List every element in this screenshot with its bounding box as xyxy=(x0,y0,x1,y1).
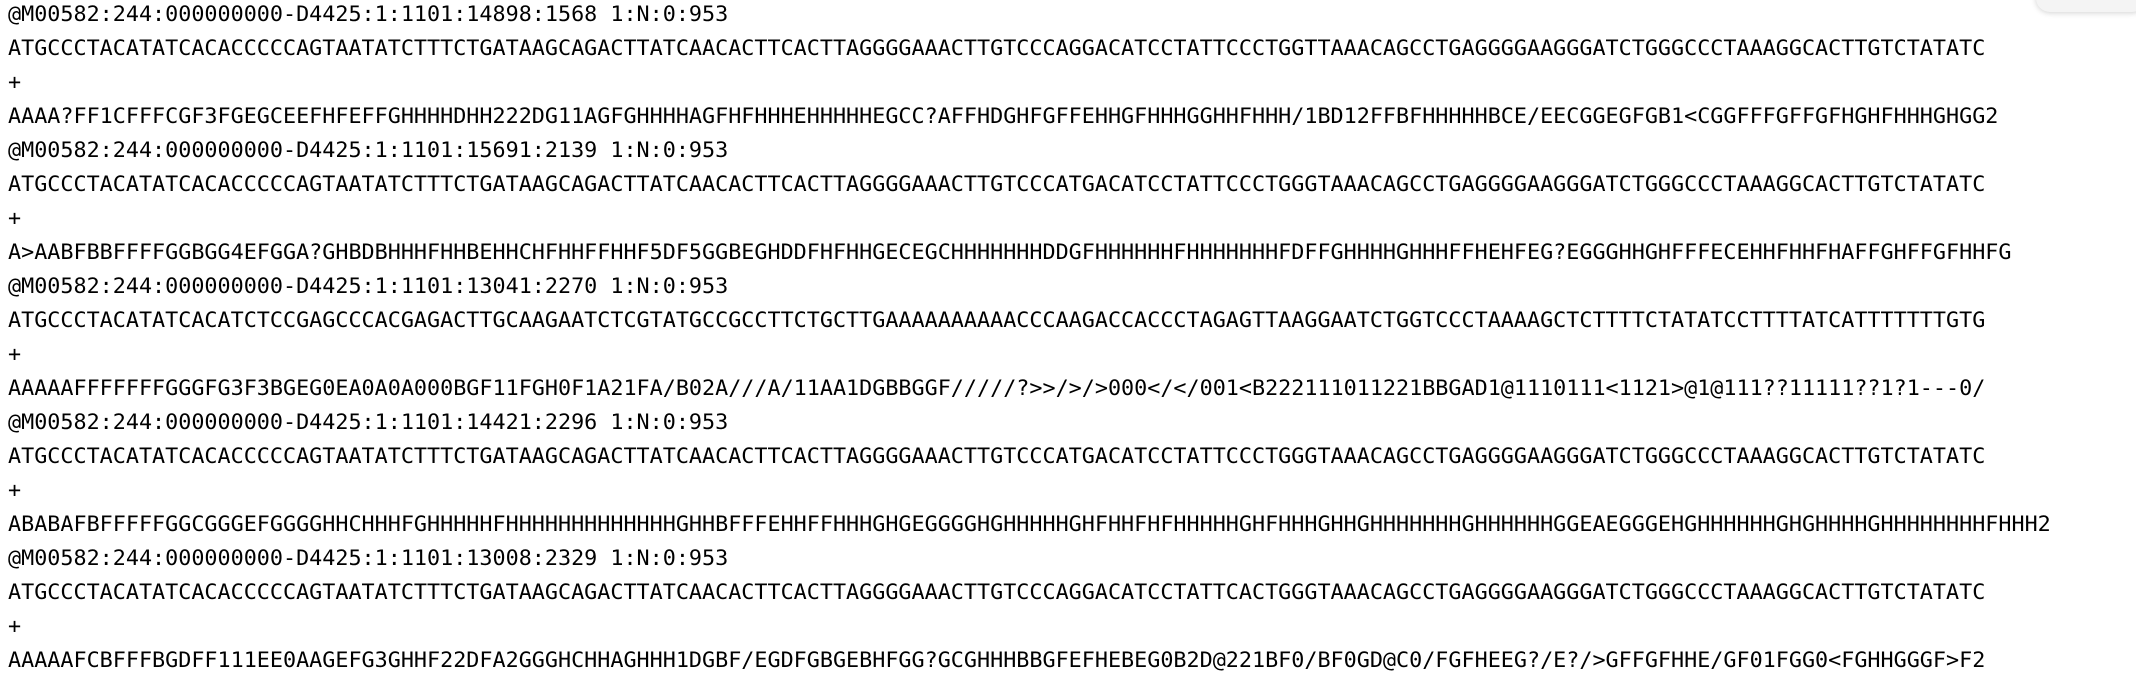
separator-line: + xyxy=(8,206,22,231)
quality-line: AAAAAFCBFFFBGDFF111EE0AAGEFG3GHHF22DFA2G… xyxy=(8,648,1986,673)
sequence-line: ATGCCCTACATATCACACCCCCAGTAATATCTTTCTGATA… xyxy=(8,580,1986,605)
read-header-line: @M00582:244:000000000-D4425:1:1101:13008… xyxy=(8,546,729,571)
read-header-line: @M00582:244:000000000-D4425:1:1101:13041… xyxy=(8,274,729,299)
sequence-line: ATGCCCTACATATCACACCCCCAGTAATATCTTTCTGATA… xyxy=(8,36,1986,61)
read-header-line: @M00582:244:000000000-D4425:1:1101:14421… xyxy=(8,410,729,435)
separator-line: + xyxy=(8,342,22,367)
quality-line: A>AABFBBFFFFGGBGG4EFGGA?GHBDBHHHFHHBEHHC… xyxy=(8,240,2012,265)
separator-line: + xyxy=(8,70,22,95)
quality-line: ABABAFBFFFFFGGCGGGEFGGGGHHCHHHFGHHHHHFHH… xyxy=(8,512,2051,537)
sequence-line: ATGCCCTACATATCACACCCCCAGTAATATCTTTCTGATA… xyxy=(8,172,1986,197)
read-header-line: @M00582:244:000000000-D4425:1:1101:14898… xyxy=(8,2,729,27)
sequence-line: ATGCCCTACATATCACACCCCCAGTAATATCTTTCTGATA… xyxy=(8,444,1986,469)
quality-line: AAAA?FF1CFFFCGF3FGEGCEEFHFEFFGHHHHDHH222… xyxy=(8,104,1999,129)
fastq-content: @M00582:244:000000000-D4425:1:1101:14898… xyxy=(8,0,2051,678)
floating-toolbar-edge[interactable] xyxy=(2036,0,2136,12)
sequence-line: ATGCCCTACATATCACATCTCCGAGCCCACGAGACTTGCA… xyxy=(8,308,1986,333)
quality-line: AAAAAFFFFFFFGGGFG3F3BGEG0EA0A0A000BGF11F… xyxy=(8,376,1986,401)
separator-line: + xyxy=(8,614,22,639)
read-header-line: @M00582:244:000000000-D4425:1:1101:15691… xyxy=(8,138,729,163)
separator-line: + xyxy=(8,478,22,503)
